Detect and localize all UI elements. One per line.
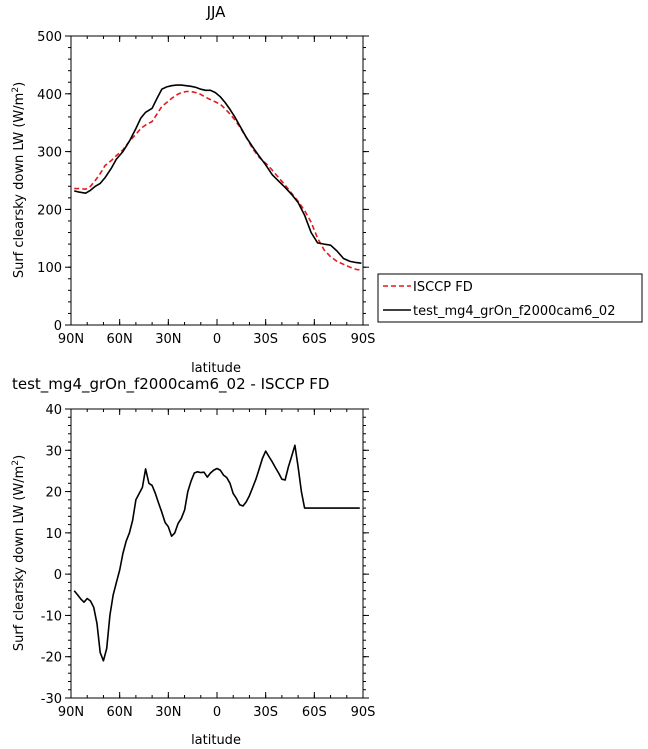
top-y-tick-label: 200	[37, 203, 62, 218]
top-x-tick-label: 60S	[302, 332, 327, 347]
top-y-tick-label: 0	[54, 319, 62, 334]
top-x-axis-label: latitude	[191, 361, 241, 376]
top-y-tick-label: 100	[37, 261, 62, 276]
top-x-tick-label: 30S	[253, 332, 278, 347]
top-panel: JJA 90N 60N 30N 0 30S 60S 90S0100200300400500 …	[11, 3, 375, 376]
bottom-y-tick-label: 30	[45, 444, 62, 459]
bottom-y-tick-label: -30	[41, 692, 62, 707]
top-title: JJA	[206, 3, 227, 21]
top-y-axis-label: Surf clearsky down LW (W/m2)	[11, 82, 27, 278]
bottom-x-tick-label: 90N	[58, 705, 84, 720]
top-y-tick-label: 500	[37, 30, 62, 45]
bottom-y-tick-label: 10	[45, 527, 62, 542]
top-y-tick-label: 400	[37, 88, 62, 103]
bottom-panel: test_mg4_grOn_f2000cam6_02 - ISCCP FD 90…	[11, 375, 375, 748]
top-x-tick-label: 90N	[58, 332, 84, 347]
bottom-x-tick-label: 90S	[351, 705, 376, 720]
top-x-tick-label: 30N	[155, 332, 181, 347]
bottom-y-tick-label: 20	[45, 486, 62, 501]
bottom-y-tick-label: 40	[45, 403, 62, 418]
top-plot-frame	[70, 35, 364, 326]
bottom-x-tick-label: 30N	[155, 705, 181, 720]
legend-label-test: test_mg4_grOn_f2000cam6_02	[413, 304, 615, 319]
legend: ISCCP FD test_mg4_grOn_f2000cam6_02	[377, 273, 643, 323]
bottom-y-axis-label: Surf clearsky down LW (W/m2)	[11, 455, 27, 651]
bottom-x-tick-label: 30S	[253, 705, 278, 720]
bottom-title: test_mg4_grOn_f2000cam6_02 - ISCCP FD	[12, 375, 329, 394]
top-x-tick-label: 90S	[351, 332, 376, 347]
legend-label-isccp: ISCCP FD	[413, 280, 473, 295]
top-x-tick-label: 0	[213, 332, 221, 347]
bottom-x-tick-label: 60N	[107, 705, 133, 720]
bottom-x-tick-label: 0	[213, 705, 221, 720]
bottom-plot-frame	[70, 408, 364, 699]
top-x-tick-label: 60N	[107, 332, 133, 347]
legend-box	[377, 273, 643, 323]
bottom-y-tick-label: -20	[41, 651, 62, 666]
bottom-x-tick-label: 60S	[302, 705, 327, 720]
bottom-x-axis-label: latitude	[191, 733, 241, 748]
bottom-y-tick-label: -10	[41, 609, 62, 624]
bottom-series-line-0	[73, 444, 360, 662]
bottom-y-tick-label: 0	[54, 568, 62, 583]
top-series-line-1	[74, 84, 362, 264]
top-y-tick-label: 300	[37, 146, 62, 161]
top-series-line-0	[74, 90, 362, 271]
